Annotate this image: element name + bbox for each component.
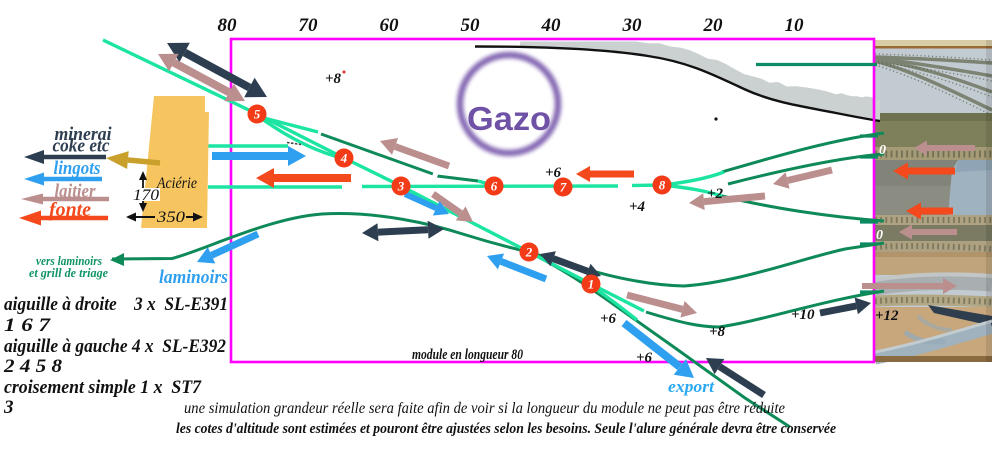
svg-text:+8: +8 [325, 71, 342, 87]
svg-text:70: 70 [299, 15, 319, 36]
svg-text:3: 3 [397, 179, 405, 194]
svg-text:350: 350 [156, 209, 185, 226]
svg-text:7: 7 [560, 180, 567, 195]
svg-text:Aciérie: Aciérie [156, 175, 197, 192]
svg-text:3: 3 [3, 397, 14, 418]
svg-text:20: 20 [703, 15, 724, 36]
svg-text:vers laminoirs: vers laminoirs [36, 253, 102, 268]
svg-text:2: 2 [525, 245, 533, 260]
svg-text:30: 30 [622, 15, 643, 36]
svg-text:module en longueur 80: module en longueur 80 [412, 347, 523, 363]
svg-text:+6: +6 [636, 350, 653, 366]
svg-text:5: 5 [254, 107, 261, 122]
svg-text:fonte: fonte [49, 199, 91, 221]
svg-text:minerai: minerai [55, 124, 113, 145]
svg-text:2 4 5 8: 2 4 5 8 [3, 356, 63, 377]
svg-text:+8: +8 [709, 324, 726, 340]
svg-text:export: export [668, 377, 715, 396]
svg-text:170: 170 [133, 187, 159, 204]
svg-text:6: 6 [491, 179, 498, 194]
svg-text:+6: +6 [600, 311, 617, 327]
svg-text:et grill de triage: et grill de triage [29, 265, 108, 280]
svg-text:0: 0 [879, 143, 886, 158]
svg-text:+12: +12 [875, 308, 899, 324]
svg-text:laminoirs: laminoirs [159, 267, 228, 288]
svg-text:0: 0 [876, 228, 883, 243]
svg-text:Gazo: Gazo [467, 100, 551, 137]
svg-text:croisement simple 1 x ST7: croisement simple 1 x ST7 [4, 377, 202, 398]
svg-text:une simulation grandeur réelle: une simulation grandeur réelle sera fait… [184, 400, 785, 417]
svg-text:1 6 7: 1 6 7 [4, 315, 52, 336]
svg-text:lingots: lingots [54, 158, 101, 179]
svg-text:+2: +2 [707, 186, 724, 202]
svg-text:4: 4 [340, 151, 348, 166]
svg-text:60: 60 [380, 15, 400, 36]
svg-text:80: 80 [218, 15, 238, 36]
svg-text:1: 1 [588, 277, 595, 292]
svg-text:50: 50 [461, 15, 481, 36]
svg-text:laitier: laitier [55, 181, 97, 202]
svg-text:aiguille à gauche 4 x SL-E392: aiguille à gauche 4 x SL-E392 [4, 336, 226, 357]
svg-text:40: 40 [541, 15, 562, 36]
svg-text:aiguille à droite 3 x SL-E: aiguille à droite 3 x SL-E391 [4, 294, 228, 315]
svg-text:+6: +6 [545, 165, 562, 181]
svg-text:+10: +10 [791, 307, 815, 323]
svg-text:les cotes d'altitude sont esti: les cotes d'altitude sont estimées et po… [176, 421, 836, 437]
svg-text:coke etc: coke etc [53, 136, 111, 157]
svg-text:+4: +4 [629, 199, 646, 215]
svg-text:10: 10 [785, 15, 805, 36]
svg-text:8: 8 [659, 178, 666, 193]
